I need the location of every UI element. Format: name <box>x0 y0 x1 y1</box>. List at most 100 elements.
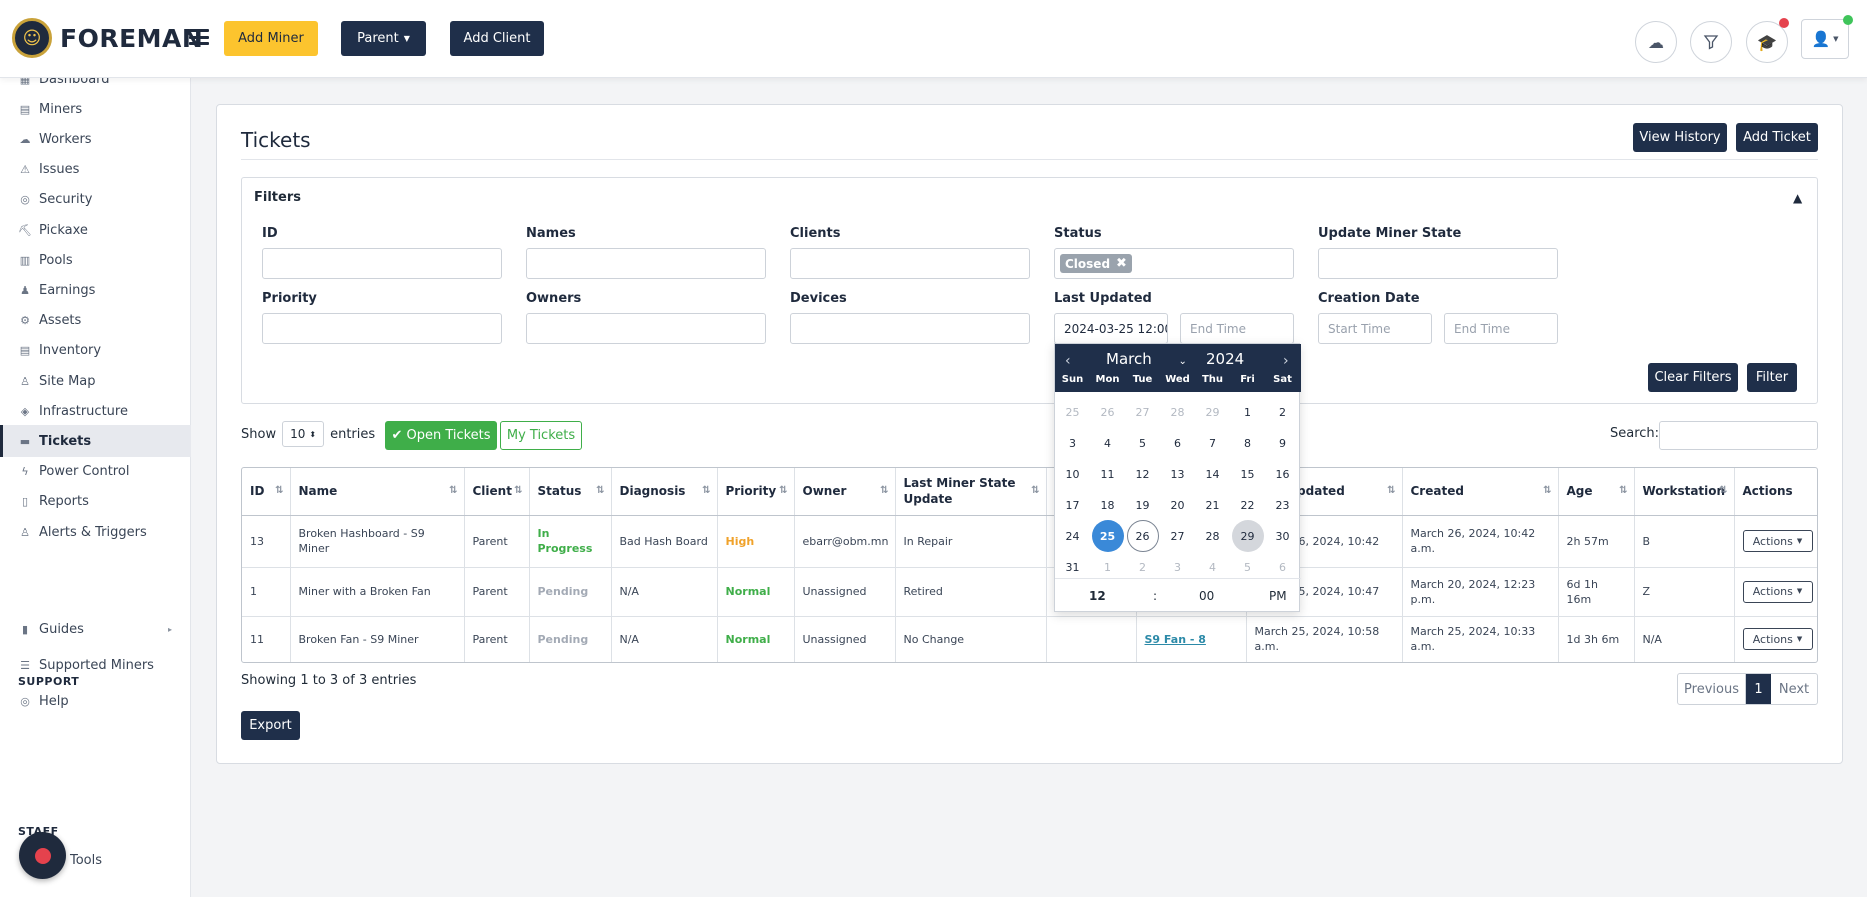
sidebar-item-reports[interactable]: ▯ Reports <box>0 486 191 518</box>
owners-input[interactable] <box>526 313 766 344</box>
calendar-day[interactable]: 24 <box>1065 529 1080 543</box>
calendar-day[interactable]: 10 <box>1065 467 1080 481</box>
calendar-day[interactable]: 21 <box>1205 498 1220 512</box>
calendar-day[interactable]: 26 <box>1126 520 1159 552</box>
calendar-day[interactable]: 6 <box>1174 436 1181 450</box>
open-tickets-button[interactable]: ✔ Open Tickets <box>385 421 497 450</box>
ampm-toggle[interactable]: PM <box>1269 589 1287 603</box>
add-client-button[interactable]: Add Client <box>450 21 544 56</box>
last-updated-end-input[interactable]: End Time <box>1180 313 1294 344</box>
column-header-status[interactable]: Status ⇅ <box>529 468 612 516</box>
previous-page-button[interactable]: Previous <box>1678 674 1746 704</box>
calendar-day[interactable]: 29 <box>1205 405 1220 419</box>
calendar-day[interactable]: 23 <box>1275 498 1290 512</box>
sidebar-item-help[interactable]: ◎ Help <box>0 685 191 717</box>
calendar-day[interactable]: 7 <box>1209 436 1216 450</box>
sidebar-item-tickets[interactable]: ▬ Tickets <box>0 425 191 458</box>
calendar-day[interactable]: 6 <box>1279 560 1286 574</box>
calendar-day[interactable]: 2 <box>1139 560 1146 574</box>
calendar-day[interactable]: 25 <box>1091 520 1124 552</box>
calendar-day[interactable]: 13 <box>1170 467 1185 481</box>
export-button[interactable]: Export <box>241 711 300 740</box>
calendar-day[interactable]: 20 <box>1170 498 1185 512</box>
prev-month-icon[interactable]: ‹ <box>1065 353 1071 369</box>
sidebar-item-guides[interactable]: ▮ Guides ▸ <box>0 613 191 645</box>
page-1-button[interactable]: 1 <box>1746 674 1771 704</box>
column-header-id[interactable]: ID ⇅ <box>242 468 291 516</box>
month-select[interactable]: March ⌄ <box>1106 350 1187 368</box>
actions-dropdown[interactable]: Actions ▼ <box>1742 580 1813 603</box>
training-button[interactable]: 🎓 <box>1746 21 1788 63</box>
next-month-icon[interactable]: › <box>1283 353 1289 369</box>
sidebar-item-supported-miners[interactable]: ☰ Supported Miners <box>0 649 191 681</box>
calendar-day[interactable]: 15 <box>1240 467 1255 481</box>
calendar-day[interactable]: 25 <box>1065 405 1080 419</box>
year-input[interactable]: 2024 <box>1206 350 1245 368</box>
calendar-day[interactable]: 27 <box>1135 405 1150 419</box>
id-input[interactable] <box>262 248 502 279</box>
calendar-day[interactable]: 11 <box>1100 467 1115 481</box>
sidebar-item-issues[interactable]: ⚠ Issues <box>0 154 191 186</box>
creation-end-input[interactable]: End Time <box>1444 313 1558 344</box>
search-input[interactable] <box>1659 421 1818 450</box>
calendar-day[interactable]: 5 <box>1139 436 1146 450</box>
names-input[interactable] <box>526 248 766 279</box>
cloud-upload-button[interactable]: ☁ <box>1635 21 1677 63</box>
calendar-day[interactable]: 3 <box>1174 560 1181 574</box>
parent-dropdown[interactable]: Parent ▼ <box>341 21 426 56</box>
calendar-day[interactable]: 31 <box>1065 560 1080 574</box>
calendar-day[interactable]: 30 <box>1275 529 1290 543</box>
actions-dropdown[interactable]: Actions ▼ <box>1742 628 1813 650</box>
cell-text[interactable]: S9 Fan - 8 <box>1144 632 1206 646</box>
sidebar-item-pickaxe[interactable]: ⛏ Pickaxe <box>0 214 191 246</box>
calendar-day[interactable]: 14 <box>1205 467 1220 481</box>
actions-dropdown[interactable]: Actions ▼ <box>1742 530 1813 552</box>
user-menu-button[interactable]: 👤 ▼ <box>1801 19 1849 59</box>
column-header-client[interactable]: Client ⇅ <box>464 468 530 516</box>
calendar-day[interactable]: 4 <box>1209 560 1216 574</box>
add-ticket-button[interactable]: Add Ticket <box>1736 123 1818 152</box>
calendar-day[interactable]: 27 <box>1170 529 1185 543</box>
column-header-priority[interactable]: Priority ⇅ <box>717 468 795 516</box>
column-header-owner[interactable]: Owner ⇅ <box>794 468 896 516</box>
sidebar-item-security[interactable]: ◎ Security <box>0 184 191 216</box>
calendar-day[interactable]: 26 <box>1100 405 1115 419</box>
calendar-day[interactable]: 1 <box>1104 560 1111 574</box>
last-updated-start-input[interactable]: 2024-03-25 12:00 <box>1054 313 1168 344</box>
table-row[interactable]: 1 Miner with a Broken Fan Parent Pending N/A… <box>242 567 1817 617</box>
calendar-day[interactable]: 3 <box>1069 436 1076 450</box>
hour-input[interactable]: 12 <box>1089 589 1106 603</box>
column-header-created[interactable]: Created ⇅ <box>1402 468 1559 516</box>
calendar-day[interactable]: 9 <box>1279 436 1286 450</box>
sidebar-item-assets[interactable]: ⚙ Assets <box>0 305 191 337</box>
calendar-day[interactable]: 2 <box>1279 405 1286 419</box>
my-tickets-button[interactable]: My Tickets <box>500 421 582 450</box>
entries-select[interactable]: 10 ⬍ <box>282 421 325 447</box>
column-header-actions[interactable]: Actions <box>1734 468 1817 516</box>
sidebar-item-tools[interactable]: Tools <box>0 844 191 876</box>
column-header-age[interactable]: Age ⇅ <box>1558 468 1635 516</box>
calendar-day[interactable]: 22 <box>1240 498 1255 512</box>
sidebar-item-pools[interactable]: ▥ Pools <box>0 244 191 276</box>
column-header-workstation[interactable]: Workstation ⇅ <box>1634 468 1735 516</box>
clients-input[interactable] <box>790 248 1030 279</box>
table-row[interactable]: 11 Broken Fan - S9 Miner Parent Pending N/A N… <box>242 616 1817 662</box>
hamburger-menu-icon[interactable] <box>189 29 209 45</box>
clear-filters-button[interactable]: Clear Filters <box>1648 363 1738 392</box>
next-page-button[interactable]: Next <box>1778 681 1810 697</box>
sidebar-item-site-map[interactable]: ♙ Site Map <box>0 365 191 397</box>
sidebar-item-power-control[interactable]: ϟ Power Control <box>0 456 191 488</box>
priority-input[interactable] <box>262 313 502 344</box>
calendar-day[interactable]: 16 <box>1275 467 1290 481</box>
sidebar-item-alerts-triggers[interactable]: ♙ Alerts & Triggers <box>0 516 191 548</box>
column-header-name[interactable]: Name ⇅ <box>290 468 465 516</box>
column-header-diagnosis[interactable]: Diagnosis ⇅ <box>611 468 718 516</box>
sidebar-item-miners[interactable]: ▤ Miners <box>0 93 191 125</box>
view-history-button[interactable]: View History <box>1633 123 1727 152</box>
sidebar-item-earnings[interactable]: ♟ Earnings <box>0 274 191 306</box>
calendar-day[interactable]: 1 <box>1244 405 1251 419</box>
update-miner-state-input[interactable] <box>1318 248 1558 279</box>
filter-apply-button[interactable]: Filter <box>1747 363 1797 392</box>
sidebar-item-infrastructure[interactable]: ◈ Infrastructure <box>0 395 191 427</box>
calendar-day[interactable]: 8 <box>1244 436 1251 450</box>
